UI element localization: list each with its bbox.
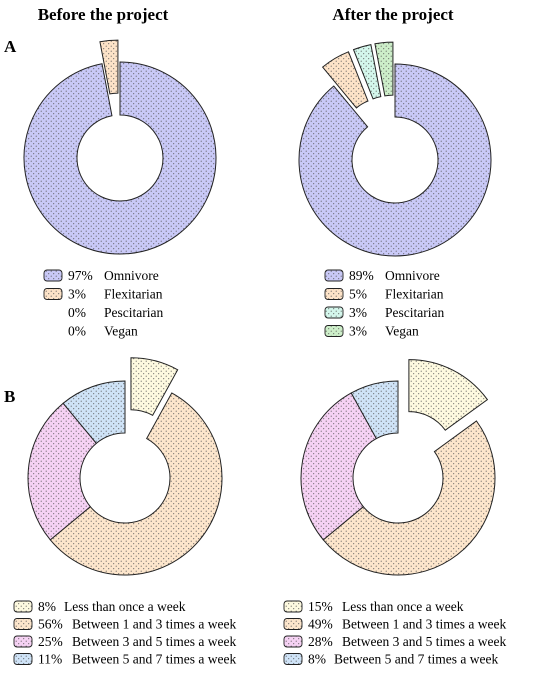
- legend-label: Between 3 and 5 times a week: [342, 634, 506, 649]
- donut-a-after: [298, 41, 492, 257]
- legend-swatch: [13, 600, 33, 613]
- legend-value: 3%: [349, 324, 367, 339]
- slice-between-3-and-5-times-a-week: [27, 402, 98, 541]
- panel-label-a: A: [4, 37, 17, 56]
- legend-swatch: [324, 325, 344, 337]
- legend-item-between-1-and-3-times-a-week: 56% Between 1 and 3 times a week: [13, 617, 236, 632]
- legend-swatch: [283, 618, 303, 630]
- legend-value: 97%: [68, 268, 93, 283]
- donut-b-before: [27, 357, 223, 576]
- legend-item-less-than-once-a-week: 15% Less than once a week: [283, 599, 464, 614]
- legend-item-between-3-and-5-times-a-week: 25% Between 3 and 5 times a week: [13, 634, 236, 649]
- header-before: Before the project: [38, 5, 169, 24]
- legend-value: 89%: [349, 268, 374, 283]
- donut-b-after: [300, 359, 496, 576]
- legend-value: 28%: [308, 634, 333, 649]
- slice-between-1-and-3-times-a-week: [322, 420, 496, 576]
- legend-item-vegan: 0% Vegan: [68, 324, 138, 339]
- slice-less-than-once-a-week: [408, 359, 489, 431]
- legend-value: 56%: [38, 617, 63, 632]
- legend-label: Vegan: [104, 324, 138, 339]
- legend-label: Omnivore: [104, 268, 159, 283]
- legend-swatch: [43, 288, 63, 300]
- legend-label: Pescitarian: [385, 305, 444, 320]
- slice-vegan: [374, 41, 394, 97]
- legend-value: 0%: [68, 305, 86, 320]
- legend-a-after: 89% Omnivore 5% Flexitarian 3% Pescitarian 3% V…: [324, 268, 444, 339]
- slice-between-5-and-7-times-a-week: [62, 380, 126, 445]
- legend-swatch: [283, 635, 303, 648]
- legend-a-before: 97% Omnivore 3% Flexitarian 0% Pescitarian 0% V…: [43, 268, 163, 339]
- legend-value: 8%: [38, 599, 56, 614]
- slice-flexitarian: [321, 51, 369, 109]
- legend-swatch: [283, 653, 303, 665]
- legend-item-omnivore: 97% Omnivore: [43, 268, 159, 283]
- legend-label: Between 3 and 5 times a week: [72, 634, 236, 649]
- legend-label: Vegan: [385, 324, 419, 339]
- legend-swatch: [43, 269, 63, 282]
- legend-item-vegan: 3% Vegan: [324, 324, 419, 339]
- slice-flexitarian: [99, 39, 119, 95]
- legend-swatch: [324, 288, 344, 300]
- legend-value: 5%: [349, 287, 367, 302]
- slice-between-5-and-7-times-a-week: [350, 380, 399, 440]
- legend-value: 3%: [349, 305, 367, 320]
- legend-value: 25%: [38, 634, 63, 649]
- legend-label: Between 1 and 3 times a week: [72, 617, 236, 632]
- legend-value: 0%: [68, 324, 86, 339]
- slice-pescitarian: [352, 43, 382, 100]
- legend-label: Omnivore: [385, 268, 440, 283]
- legend-item-between-3-and-5-times-a-week: 28% Between 3 and 5 times a week: [283, 634, 506, 649]
- legend-label: Flexitarian: [385, 287, 444, 302]
- legend-swatch: [13, 653, 33, 665]
- legend-swatch: [13, 635, 33, 648]
- slice-between-3-and-5-times-a-week: [300, 392, 377, 541]
- panel-label-b: B: [4, 387, 15, 406]
- legend-label: Between 1 and 3 times a week: [342, 617, 506, 632]
- legend-item-pescitarian: 3% Pescitarian: [324, 305, 444, 320]
- legend-item-flexitarian: 3% Flexitarian: [43, 287, 163, 302]
- legend-value: 8%: [308, 652, 326, 667]
- legend-label: Between 5 and 7 times a week: [72, 652, 236, 667]
- legend-label: Less than once a week: [342, 599, 464, 614]
- slice-less-than-once-a-week: [130, 357, 179, 416]
- legend-swatch: [13, 618, 33, 630]
- legend-item-flexitarian: 5% Flexitarian: [324, 287, 444, 302]
- legend-value: 11%: [38, 652, 62, 667]
- donut-a-before: [23, 39, 217, 255]
- slice-between-1-and-3-times-a-week: [49, 392, 223, 576]
- legend-swatch: [324, 269, 344, 282]
- legend-value: 3%: [68, 287, 86, 302]
- legend-label: Less than once a week: [64, 599, 186, 614]
- legend-item-between-1-and-3-times-a-week: 49% Between 1 and 3 times a week: [283, 617, 506, 632]
- header-after: After the project: [332, 5, 453, 24]
- legend-value: 15%: [308, 599, 333, 614]
- legend-value: 49%: [308, 617, 333, 632]
- legend-item-pescitarian: 0% Pescitarian: [68, 305, 163, 320]
- legend-b-after: 15% Less than once a week 49% Between 1 and…: [283, 599, 506, 667]
- slice-omnivore: [23, 61, 217, 255]
- legend-swatch: [324, 306, 344, 319]
- legend-item-less-than-once-a-week: 8% Less than once a week: [13, 599, 186, 614]
- legend-label: Between 5 and 7 times a week: [334, 652, 498, 667]
- legend-item-between-5-and-7-times-a-week: 11% Between 5 and 7 times a week: [13, 652, 236, 667]
- legend-item-between-5-and-7-times-a-week: 8% Between 5 and 7 times a week: [283, 652, 498, 667]
- legend-swatch: [283, 600, 303, 613]
- legend-item-omnivore: 89% Omnivore: [324, 268, 440, 283]
- legend-label: Flexitarian: [104, 287, 163, 302]
- legend-label: Pescitarian: [104, 305, 163, 320]
- slice-omnivore: [298, 63, 492, 257]
